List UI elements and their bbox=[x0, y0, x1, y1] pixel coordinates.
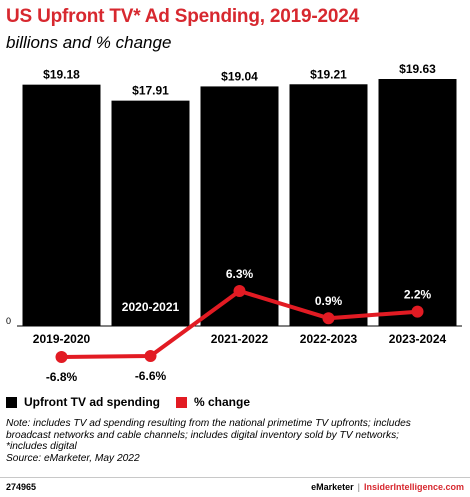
legend-item-spending: Upfront TV ad spending bbox=[6, 395, 160, 409]
bar-value-label: $17.91 bbox=[132, 84, 169, 98]
brand-insider-intelligence: InsiderIntelligence.com bbox=[363, 482, 464, 492]
footnote-line: Note: includes TV ad spending resulting … bbox=[6, 418, 411, 429]
percent-change-series: -6.8% -6.6% 6.3% 0.9% 2.2% bbox=[46, 267, 432, 384]
x-axis-category-label: 2022-2023 bbox=[300, 332, 358, 346]
percent-change-label: 0.9% bbox=[315, 294, 343, 308]
bar-series: $19.18 $17.91 $19.04 $19.21 $19.63 bbox=[22, 62, 457, 327]
chart-title: US Upfront TV* Ad Spending, 2019-2024 bbox=[6, 6, 359, 27]
bar bbox=[111, 100, 190, 326]
bar bbox=[378, 79, 457, 326]
percent-change-point bbox=[233, 285, 246, 297]
percent-change-label: -6.6% bbox=[135, 369, 167, 383]
legend-swatch-percent-change bbox=[176, 396, 187, 408]
percent-change-label: -6.8% bbox=[46, 370, 78, 384]
footnote: Note: includes TV ad spending resulting … bbox=[6, 418, 464, 464]
bar bbox=[22, 84, 101, 326]
x-axis-category-label: 2023-2024 bbox=[389, 332, 447, 346]
chart-legend: Upfront TV ad spending % change bbox=[6, 394, 266, 410]
footnote-line: broadcast networks and cable channels; i… bbox=[6, 429, 399, 441]
footnote-source: Source: eMarketer, May 2022 bbox=[6, 452, 140, 464]
legend-label-spending: Upfront TV ad spending bbox=[24, 395, 160, 409]
bar-value-label: $19.18 bbox=[43, 68, 80, 82]
chart-subtitle: billions and % change bbox=[6, 33, 172, 52]
percent-change-point bbox=[322, 312, 335, 325]
percent-change-point bbox=[144, 349, 157, 362]
brand-separator: | bbox=[357, 482, 360, 492]
x-axis-category-label: 2021-2022 bbox=[211, 332, 269, 346]
percent-change-label: 2.2% bbox=[404, 288, 432, 302]
chart-id: 274965 bbox=[6, 482, 37, 492]
footer-divider bbox=[0, 477, 470, 478]
bar-value-label: $19.04 bbox=[221, 69, 258, 83]
brand-emarketer: eMarketer bbox=[311, 482, 354, 492]
bar-value-label: $19.21 bbox=[310, 67, 347, 81]
legend-item-percent-change: % change bbox=[176, 395, 250, 409]
combo-chart: $19.18 $17.91 $19.04 $19.21 $19.63 0 2019-20… bbox=[6, 62, 462, 384]
footnote-line: *includes digital bbox=[6, 441, 77, 452]
y-axis-zero-label: 0 bbox=[6, 316, 11, 326]
x-axis-category-label: 2020-2021 bbox=[122, 300, 180, 314]
percent-change-label: 6.3% bbox=[226, 267, 254, 281]
footer-branding: eMarketer | InsiderIntelligence.com bbox=[311, 482, 464, 492]
bar-value-label: $19.63 bbox=[399, 62, 436, 76]
percent-change-point bbox=[55, 351, 68, 363]
x-axis-category-labels: 2019-2020 2020-2021 2021-2022 2022-2023 2023… bbox=[33, 300, 447, 346]
bar bbox=[289, 84, 368, 327]
legend-swatch-spending bbox=[6, 396, 17, 408]
x-axis-category-label: 2019-2020 bbox=[33, 332, 91, 346]
legend-label-percent-change: % change bbox=[194, 395, 251, 409]
percent-change-point bbox=[411, 305, 424, 318]
